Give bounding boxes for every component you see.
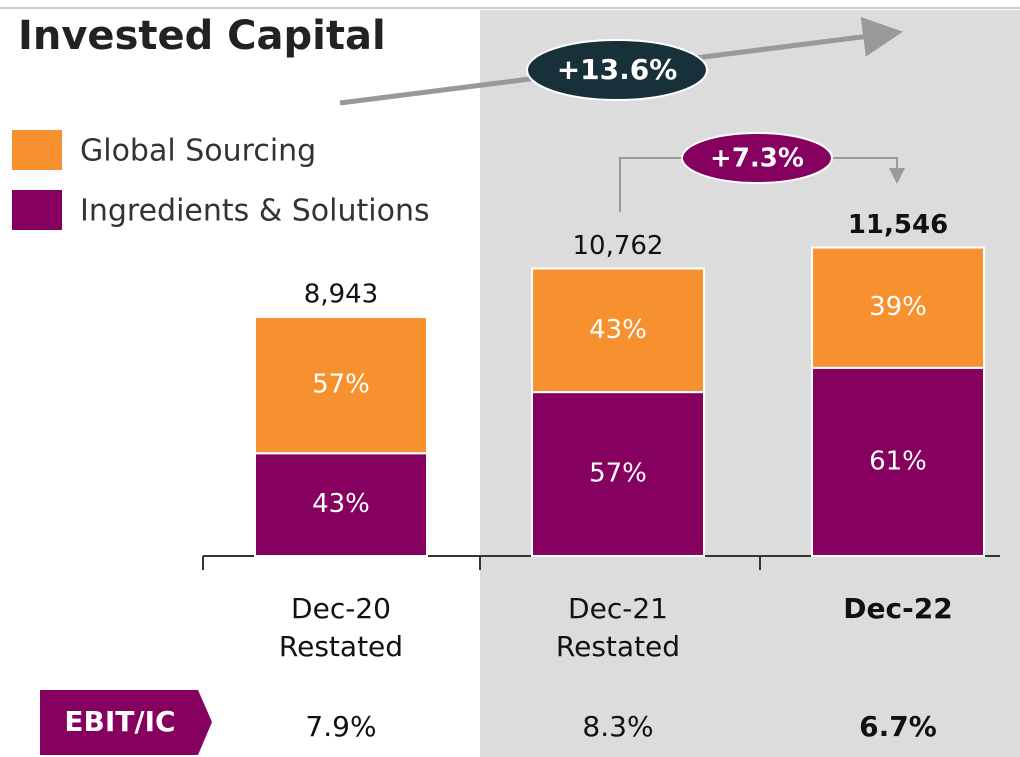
total-label: 11,546: [848, 210, 948, 240]
legend-swatch: [12, 190, 62, 230]
x-tick-label: Dec-21 Restated: [555, 592, 681, 663]
chart-title: Invested Capital: [18, 13, 386, 59]
total-label: 8,943: [304, 280, 378, 310]
bar-segment: [531, 391, 705, 557]
segment-label: 57%: [312, 370, 370, 400]
bar-segment: [531, 267, 705, 394]
growth-label: +13.6%: [557, 53, 678, 86]
yoy-badge: [681, 132, 833, 184]
x-tick-label: Dec-22: [843, 592, 953, 625]
legend-label: Ingredients & Solutions: [80, 194, 430, 229]
bar-total: [531, 267, 705, 557]
segment-label: 61%: [869, 446, 927, 476]
legend-label: Global Sourcing: [80, 134, 316, 169]
segment-label: 39%: [869, 292, 927, 322]
ebit-value: 8.3%: [582, 710, 653, 743]
segment-label: 57%: [589, 459, 647, 489]
growth-badge: [526, 39, 708, 101]
x-tick-label: Dec-20 Restated: [278, 592, 404, 663]
bar-total: [811, 246, 985, 557]
legend-swatch: [12, 130, 62, 170]
ebit-label: EBIT/IC: [64, 705, 175, 738]
bar-total: [254, 316, 428, 557]
total-label: 10,762: [573, 231, 664, 261]
ebit-value: 6.7%: [859, 710, 937, 743]
bar-segment: [254, 316, 428, 455]
ebit-value: 7.9%: [305, 710, 376, 743]
segment-label: 43%: [312, 489, 370, 519]
yoy-label: +7.3%: [710, 144, 804, 174]
segment-label: 43%: [589, 315, 647, 345]
ebit-badge: [40, 690, 212, 755]
